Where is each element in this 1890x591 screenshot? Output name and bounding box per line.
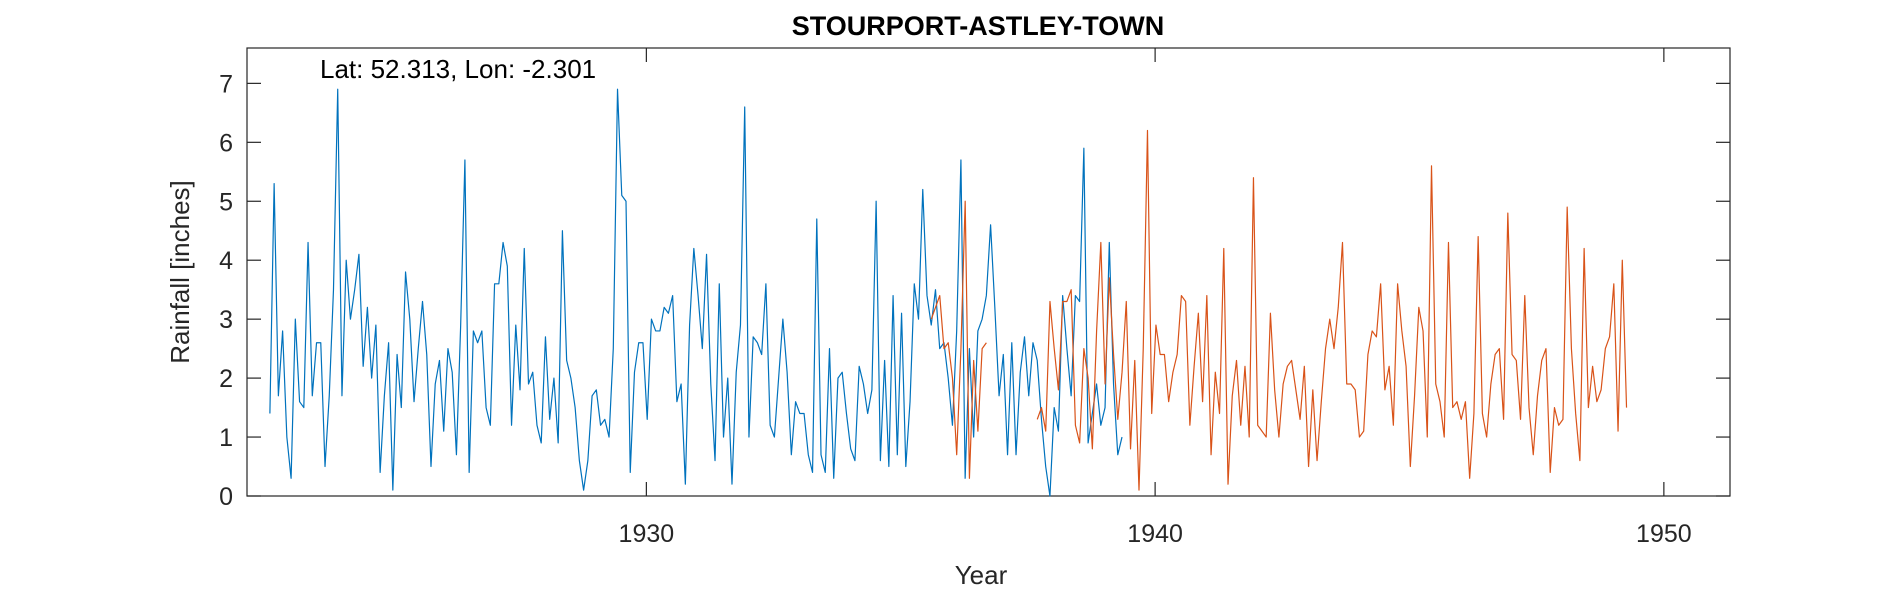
y-tick-label: 6 [219,129,233,157]
x-axis-label: Year [955,560,1008,590]
y-tick-label: 3 [219,306,233,334]
coordinates-annotation: Lat: 52.313, Lon: -2.301 [320,54,596,84]
y-tick-label: 7 [219,70,233,98]
y-tick-label: 2 [219,365,233,393]
y-axis-label: Rainfall [inches] [165,180,195,364]
y-tick-label: 0 [219,483,233,511]
axes-layer: 1930 1940 1950 0 1 2 3 4 5 6 7 [219,48,1730,548]
y-tick-label: 4 [219,247,233,275]
plot-area [246,47,1731,497]
series-layer [269,88,1628,497]
y-tick-label: 5 [219,188,233,216]
x-tick-label: 1940 [1127,520,1183,548]
series-line-1 [269,88,1123,497]
y-tick-label: 1 [219,424,233,452]
x-tick-label: 1950 [1636,520,1692,548]
plot-frame [246,47,1731,497]
x-tick-label: 1930 [619,520,675,548]
chart-title: STOURPORT-ASTLEY-TOWN [792,11,1165,41]
series-line-2 [930,129,1628,491]
